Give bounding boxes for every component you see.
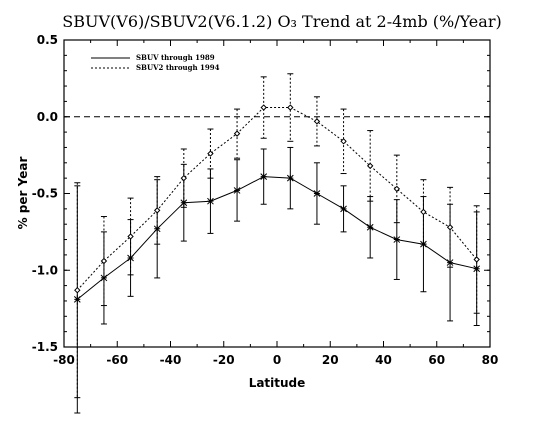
series-line	[76, 107, 478, 291]
x-tick-label: -60	[106, 353, 128, 367]
y-tick-label: -0.5	[32, 187, 58, 201]
legend: SBUV through 1989 SBUV2 through 1994	[91, 53, 220, 72]
series-group	[73, 73, 481, 414]
data-point	[207, 197, 214, 205]
data-point	[473, 256, 480, 263]
x-tick-label: -20	[213, 353, 235, 367]
x-tick-label: 20	[322, 353, 339, 367]
x-tick-label: 0	[273, 353, 281, 367]
data-point	[393, 185, 401, 193]
y-tick-label: -1.5	[32, 340, 58, 354]
data-point	[286, 174, 294, 182]
x-tick-label: -40	[160, 353, 182, 367]
data-point	[180, 174, 188, 182]
data-point	[127, 254, 134, 262]
data-point	[340, 205, 347, 213]
y-tick-label: 0.5	[37, 33, 58, 47]
data-point	[207, 150, 214, 157]
data-point	[446, 224, 454, 231]
series-1	[74, 73, 480, 399]
y-axis-label: % per Year	[16, 157, 30, 230]
data-point	[260, 173, 268, 180]
data-point	[233, 187, 241, 194]
series-0	[73, 146, 481, 414]
data-point	[446, 259, 454, 266]
data-point	[473, 265, 481, 273]
data-point	[366, 223, 374, 231]
x-tick-label: 40	[375, 353, 392, 367]
data-point	[127, 233, 134, 240]
tick-group: -80 -60 -40 -20 0 20 40 60 80 0.5 0.0 -0.5 -1.0 -1.5	[32, 33, 499, 367]
legend-label-sbuv2: SBUV2 through 1994	[136, 63, 220, 72]
data-point	[74, 286, 81, 294]
data-point	[313, 118, 321, 125]
data-point	[233, 130, 241, 137]
data-point	[100, 257, 108, 265]
data-point	[420, 208, 427, 216]
plot-frame	[63, 39, 491, 348]
data-point	[287, 104, 294, 111]
x-tick-label: 60	[428, 353, 445, 367]
data-point	[366, 162, 374, 170]
legend-label-sbuv: SBUV through 1989	[136, 53, 215, 62]
x-axis-label: Latitude	[249, 376, 306, 390]
x-tick-label: 80	[482, 353, 499, 367]
data-point	[393, 236, 401, 243]
y-tick-label: 0.0	[37, 110, 58, 124]
x-tick-label: -80	[53, 353, 75, 367]
data-point	[260, 104, 267, 111]
data-point	[340, 138, 347, 145]
series-line	[76, 176, 477, 300]
data-point	[153, 207, 161, 214]
chart-title: SBUV(V6)/SBUV2(V6.1.2) O₃ Trend at 2-4mb…	[62, 12, 501, 31]
y-tick-label: -1.0	[32, 263, 58, 277]
data-point	[313, 190, 321, 197]
